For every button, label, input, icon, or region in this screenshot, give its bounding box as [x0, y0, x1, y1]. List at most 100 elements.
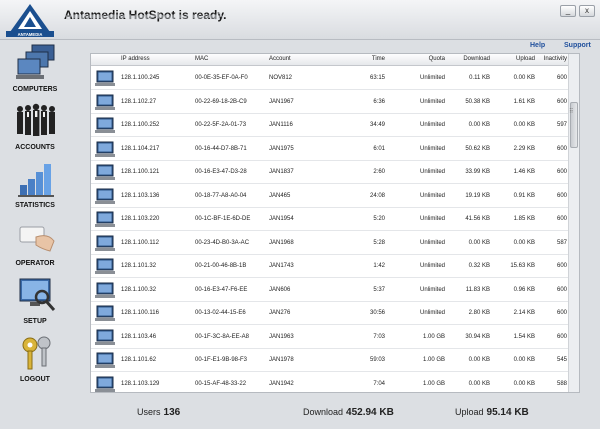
cell-download: 50.38 KB	[465, 98, 490, 105]
statistics-icon	[18, 164, 54, 197]
computer-icon	[95, 376, 115, 392]
column-header-time[interactable]: Time	[371, 56, 385, 62]
sidebar-item-computers[interactable]: COMPUTERS	[0, 41, 70, 99]
table-row[interactable]: 128.1.103.136 00-18-77-A8-A0-04 JAN465 24:0…	[91, 185, 569, 208]
table-row[interactable]: 128.1.101.32 00-21-00-46-8B-1B JAN1743 1:42…	[91, 255, 569, 278]
help-link[interactable]: Help	[530, 42, 546, 49]
cell-upload: 2.14 KB	[513, 310, 535, 316]
cell-upload: 0.00 KB	[513, 122, 535, 128]
cell-quota: Unlimited	[419, 216, 445, 222]
app-title-reflection: Antamedia HotSpot is ready.	[64, 12, 227, 21]
scrollbar-thumb[interactable]	[570, 102, 578, 148]
column-header-mac[interactable]: MAC	[195, 56, 209, 62]
status-footer: Users 136 Download 452.94 KB Upload 95.14 K…	[0, 403, 600, 429]
sidebar-item-accounts[interactable]: ACCOUNTS	[0, 99, 70, 157]
table-row[interactable]: 128.1.104.217 00-16-44-D7-8B-71 JAN1975 6:0…	[91, 138, 569, 161]
cell-inactivity: 587	[556, 239, 567, 246]
cell-inactivity: 600	[556, 310, 567, 316]
cell-inactivity: 600	[556, 75, 567, 81]
cell-quota: 1.00 GB	[422, 380, 445, 387]
column-header-upload[interactable]: Upload	[515, 56, 535, 62]
cell-ip: 128.1.100.112	[121, 239, 159, 246]
cell-download: 0.00 KB	[468, 357, 490, 363]
cell-download: 11.83 KB	[465, 286, 490, 293]
cell-inactivity: 600	[556, 169, 567, 175]
cell-download: 50.62 KB	[465, 145, 490, 152]
accounts-icon	[17, 103, 55, 136]
cell-download: 2.80 KB	[468, 310, 490, 316]
column-header-account[interactable]: Account	[269, 56, 291, 62]
cell-upload: 15.63 KB	[510, 263, 535, 269]
sidebar-item-operator[interactable]: OPERATOR	[0, 215, 70, 273]
cell-quota: Unlimited	[419, 239, 445, 246]
download-summary: Download 452.94 KB	[303, 407, 394, 418]
column-header-ip[interactable]: IP address	[121, 56, 150, 62]
table-row[interactable]: 128.1.100.121 00-16-E3-47-D3-28 JAN1837 2:6…	[91, 161, 569, 184]
table-row[interactable]: 128.1.100.116 00-13-02-44-15-E6 JAN276 30:5…	[91, 302, 569, 325]
cell-time: 7:03	[373, 333, 385, 340]
computer-icon	[95, 258, 115, 274]
sidebar-item-label: COMPUTERS	[12, 86, 58, 93]
table-row[interactable]: 128.1.100.32 00-16-E3-47-F6-EE JAN606 5:37 U…	[91, 279, 569, 302]
column-header-inactivity[interactable]: Inactivity	[543, 56, 567, 62]
cell-mac: 00-16-E3-47-F6-EE	[195, 286, 248, 293]
computer-icon	[95, 141, 115, 157]
sidebar-item-setup[interactable]: SETUP	[0, 273, 70, 331]
table-row[interactable]: 128.1.100.245 00-0E-35-EF-0A-F0 NOV812 63:1…	[91, 67, 569, 90]
table-row[interactable]: 128.1.103.46 00-1F-3C-8A-EE-A8 JAN1963 7:03…	[91, 326, 569, 349]
cell-account: JAN1967	[269, 98, 294, 105]
sidebar-item-statistics[interactable]: STATISTICS	[0, 157, 70, 215]
operator-icon	[19, 226, 55, 252]
cell-time: 24:08	[369, 192, 385, 199]
table-row[interactable]: 128.1.103.129 00-15-AF-48-33-22 JAN1942 7:0…	[91, 373, 569, 393]
cell-ip: 128.1.100.121	[121, 169, 160, 175]
splitter-grip-icon[interactable]: ⠿	[569, 109, 574, 115]
computer-icon	[95, 70, 115, 86]
column-header-quota[interactable]: Quota	[428, 56, 445, 62]
cell-time: 5:37	[373, 286, 385, 293]
cell-time: 63:15	[369, 75, 385, 81]
table-row[interactable]: 128.1.102.27 00-22-69-18-2B-C9 JAN1967 6:36…	[91, 91, 569, 114]
minimize-button[interactable]: _	[560, 5, 576, 17]
cell-mac: 00-16-E3-47-D3-28	[195, 169, 247, 175]
cell-time: 2:60	[373, 169, 385, 175]
cell-account: JAN465	[269, 192, 291, 199]
computer-icon	[95, 164, 115, 180]
table-row[interactable]: 128.1.100.252 00-22-5F-2A-01-73 JAN1116 34:…	[91, 114, 569, 137]
upload-label: Upload	[455, 407, 484, 417]
sidebar-item-logout[interactable]: LOGOUT	[0, 331, 70, 389]
table-row[interactable]: 128.1.101.62 00-1F-E1-9B-98-F3 JAN1978 59:0…	[91, 349, 569, 372]
cell-inactivity: 600	[556, 263, 567, 269]
cell-time: 5:28	[373, 239, 385, 246]
cell-download: 0.00 KB	[468, 239, 490, 246]
users-label: Users	[137, 407, 161, 417]
table-row[interactable]: 128.1.100.112 00-23-4D-B0-3A-AC JAN1968 5:2…	[91, 232, 569, 255]
cell-time: 59:03	[369, 357, 385, 363]
cell-inactivity: 600	[556, 145, 567, 152]
cell-quota: Unlimited	[419, 145, 445, 152]
computer-icon	[95, 329, 115, 345]
cell-quota: Unlimited	[419, 286, 445, 293]
table-row[interactable]: 128.1.103.220 00-1C-BF-1E-6D-DE JAN1954 5:2…	[91, 208, 569, 231]
cell-upload: 1.61 KB	[513, 98, 535, 105]
column-header-download[interactable]: Download	[463, 56, 490, 62]
close-button[interactable]: x	[579, 5, 595, 17]
support-link[interactable]: Support	[564, 42, 591, 49]
sidebar-item-label: OPERATOR	[15, 260, 55, 267]
cell-ip: 128.1.101.62	[121, 357, 157, 363]
sidebar-item-label: STATISTICS	[15, 202, 55, 209]
cell-time: 1:42	[373, 263, 385, 269]
logout-icon	[22, 336, 51, 370]
cell-ip: 128.1.103.46	[121, 333, 157, 340]
cell-mac: 00-22-5F-2A-01-73	[195, 122, 247, 128]
cell-download: 0.00 KB	[468, 380, 490, 387]
download-value: 452.94 KB	[346, 407, 394, 418]
cell-download: 0.11 KB	[469, 75, 490, 81]
cell-account: JAN1963	[269, 333, 294, 340]
cell-account: JAN276	[269, 310, 291, 316]
cell-ip: 128.1.103.136	[121, 192, 160, 199]
cell-ip: 128.1.101.32	[121, 263, 157, 269]
vertical-scrollbar[interactable]	[568, 54, 579, 392]
computer-icon	[95, 188, 115, 204]
computers-icon	[16, 44, 55, 79]
